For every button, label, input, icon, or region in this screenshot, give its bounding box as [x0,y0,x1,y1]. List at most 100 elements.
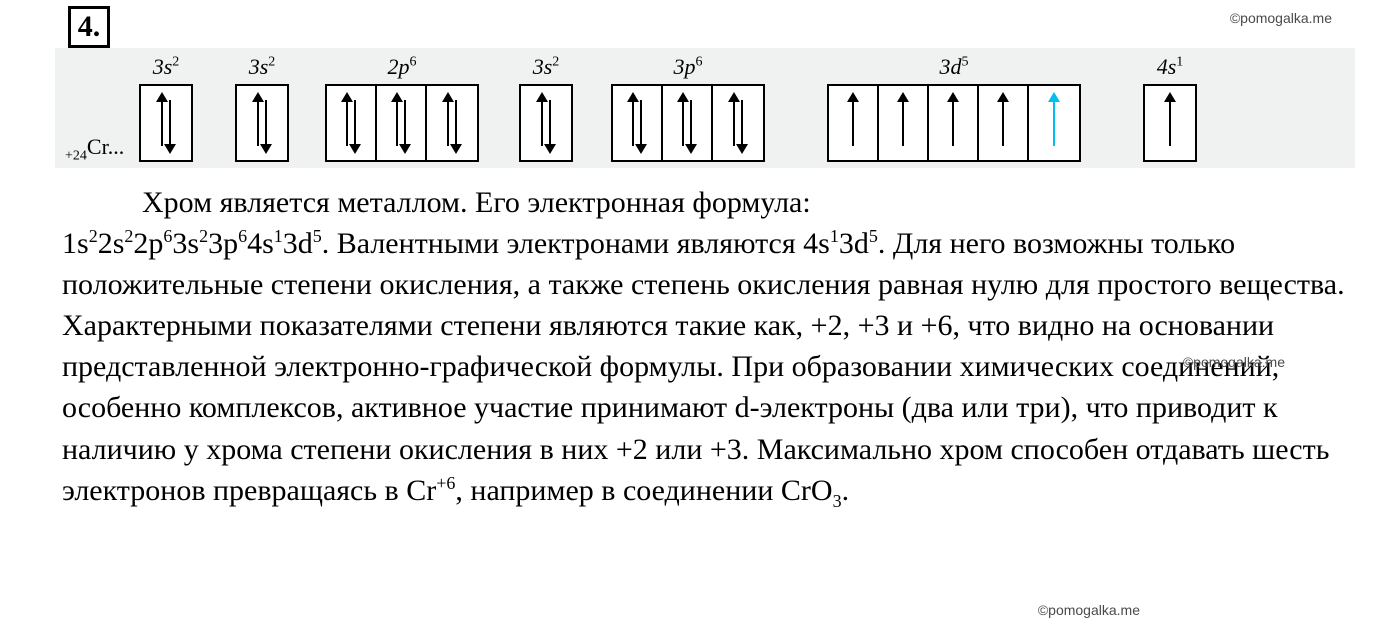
orbital-cell [327,86,377,160]
cr-ion-base: Cr [406,474,436,507]
orbital-cell [377,86,427,160]
orbital-label: 2p6 [325,54,479,80]
orbital-cell [237,86,287,160]
config-sup: 1 [274,226,283,246]
electron-arrow-up-icon [682,94,684,152]
electron-arrow-up-icon [1169,94,1171,152]
electron-arrow-up-icon [161,94,163,152]
text-seg-d: . [842,474,850,507]
question-number-box: 4. [68,6,110,48]
watermark-mid: ©pomogalka.me [1183,354,1285,370]
electron-arrow-up-icon [541,94,543,152]
element-trail: ... [108,134,125,159]
orbital-cell [829,86,879,160]
orbital-group: 3s2 [139,48,193,168]
orbital-cell [929,86,979,160]
config-term: 4s [247,227,274,260]
electron-arrow-down-icon [404,94,406,152]
config-term: 3d [283,227,313,260]
orbital-cell [663,86,713,160]
orbital-cells [1143,84,1197,162]
orbital-cell [613,86,663,160]
orbital-group: 3p6 [611,48,765,168]
electron-arrow-up-icon [1002,94,1004,152]
config-term: 3p [208,227,238,260]
electron-arrow-up-icon [733,94,735,152]
electron-arrow-up-icon [447,94,449,152]
orbital-group: 2p6 [325,48,479,168]
orbital-cells [519,84,573,162]
config-term: 4s [803,227,830,260]
element-symbol: Cr [87,134,108,159]
electron-arrow-down-icon [455,94,457,152]
cr-ion: Cr+6 [406,474,455,507]
electron-arrow-down-icon [354,94,356,152]
watermark-top: ©pomogalka.me [1230,10,1332,26]
watermark-bottom: ©pomogalka.me [1038,602,1140,618]
orbital-label: 3s2 [235,54,289,80]
config-term: 3s [172,227,199,260]
orbital-cell [521,86,571,160]
config-sup: 1 [830,226,839,246]
orbital-cell [427,86,477,160]
orbital-label: 3s2 [519,54,573,80]
config-term: 1s [62,227,89,260]
orbital-cells [235,84,289,162]
text-seg-b: . Для него возможны только положительные… [62,227,1345,507]
orbital-cell [1029,86,1079,160]
orbital-diagram: +24Cr... 3s2 3s2 2p6 3s2 3p6 3d5 4s1 [55,48,1355,168]
orbital-diagram-band: +24Cr... 3s2 3s2 2p6 3s2 3p6 3d5 4s1 [55,48,1355,168]
electron-arrow-up-icon [952,94,954,152]
question-number: 4. [78,10,101,44]
body-text: Хром является металлом. Его электронная … [62,182,1352,513]
cro3-base: CrO [781,474,833,507]
valence-electrons: 4s13d5 [803,227,878,260]
orbital-group: 3d5 [827,48,1081,168]
orbital-cell [141,86,191,160]
electron-arrow-up-icon [852,94,854,152]
config-sup: 2 [199,226,208,246]
electron-arrow-down-icon [640,94,642,152]
config-sup: 2 [89,226,98,246]
config-sup: 6 [238,226,247,246]
config-term: 3d [839,227,869,260]
cro3: CrO3 [781,474,842,507]
orbital-cell [879,86,929,160]
orbital-group: 3s2 [519,48,573,168]
electron-arrow-down-icon [741,94,743,152]
electron-arrow-up-icon [632,94,634,152]
electron-arrow-down-icon [549,94,551,152]
electron-arrow-up-icon [396,94,398,152]
text-seg-c: , например в соединении [455,474,781,507]
electron-arrow-down-icon [690,94,692,152]
orbital-cells [139,84,193,162]
electron-config: 1s22s22p63s23p64s13d5 [62,227,322,260]
orbital-label: 4s1 [1143,54,1197,80]
cr-ion-sup: +6 [436,473,455,493]
electron-arrow-down-icon [265,94,267,152]
electron-arrow-up-icon [257,94,259,152]
orbital-group: 4s1 [1143,48,1197,168]
text-seg-a: . Валентными электронами являются [322,227,803,260]
config-term: 2p [133,227,163,260]
orbital-cell [979,86,1029,160]
config-sup: 5 [869,226,878,246]
orbital-cells [325,84,479,162]
page: ©pomogalka.me 4. +24Cr... 3s23s22p63s23p… [0,0,1400,638]
cro3-sub: 3 [833,491,842,511]
orbital-cell [1145,86,1195,160]
orbital-cells [611,84,765,162]
electron-arrow-up-icon [1053,94,1055,152]
electron-arrow-up-icon [902,94,904,152]
atomic-number: +24 [65,148,87,163]
orbital-label: 3s2 [139,54,193,80]
orbital-label: 3p6 [611,54,765,80]
orbital-group: 3s2 [235,48,289,168]
paragraph-lead: Хром является металлом. Его электронная … [142,186,811,219]
element-label: +24Cr... [65,134,124,164]
electron-arrow-down-icon [169,94,171,152]
orbital-label: 3d5 [827,54,1081,80]
orbital-cell [713,86,763,160]
config-sup: 5 [313,226,322,246]
electron-arrow-up-icon [346,94,348,152]
